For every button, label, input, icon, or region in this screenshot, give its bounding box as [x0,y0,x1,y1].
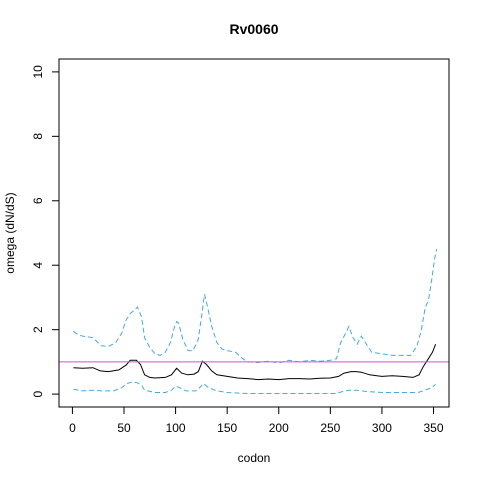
y-tick-label: 4 [31,262,45,269]
lower-bound-line [73,381,436,394]
y-tick-label: 6 [31,197,45,204]
x-tick-label: 250 [320,421,340,435]
plot-frame [58,58,450,408]
upper-bound-line [73,248,438,364]
x-tick-label: 0 [69,421,76,435]
y-tick-label: 0 [31,390,45,397]
x-tick-label: 150 [217,421,237,435]
x-axis: 0 50 100 150 200 250 300 350 [69,406,444,435]
x-tick-label: 350 [424,421,444,435]
y-tick-label: 10 [31,65,45,79]
y-tick-label: 2 [31,326,45,333]
x-tick-label: 200 [269,421,289,435]
chart-title: Rv0060 [229,21,278,37]
x-tick-label: 50 [117,421,131,435]
x-tick-label: 300 [372,421,392,435]
y-axis-label: omega (dN/dS) [3,192,17,273]
x-tick-label: 100 [166,421,186,435]
y-tick-label: 8 [31,133,45,140]
x-axis-label: codon [238,451,271,465]
